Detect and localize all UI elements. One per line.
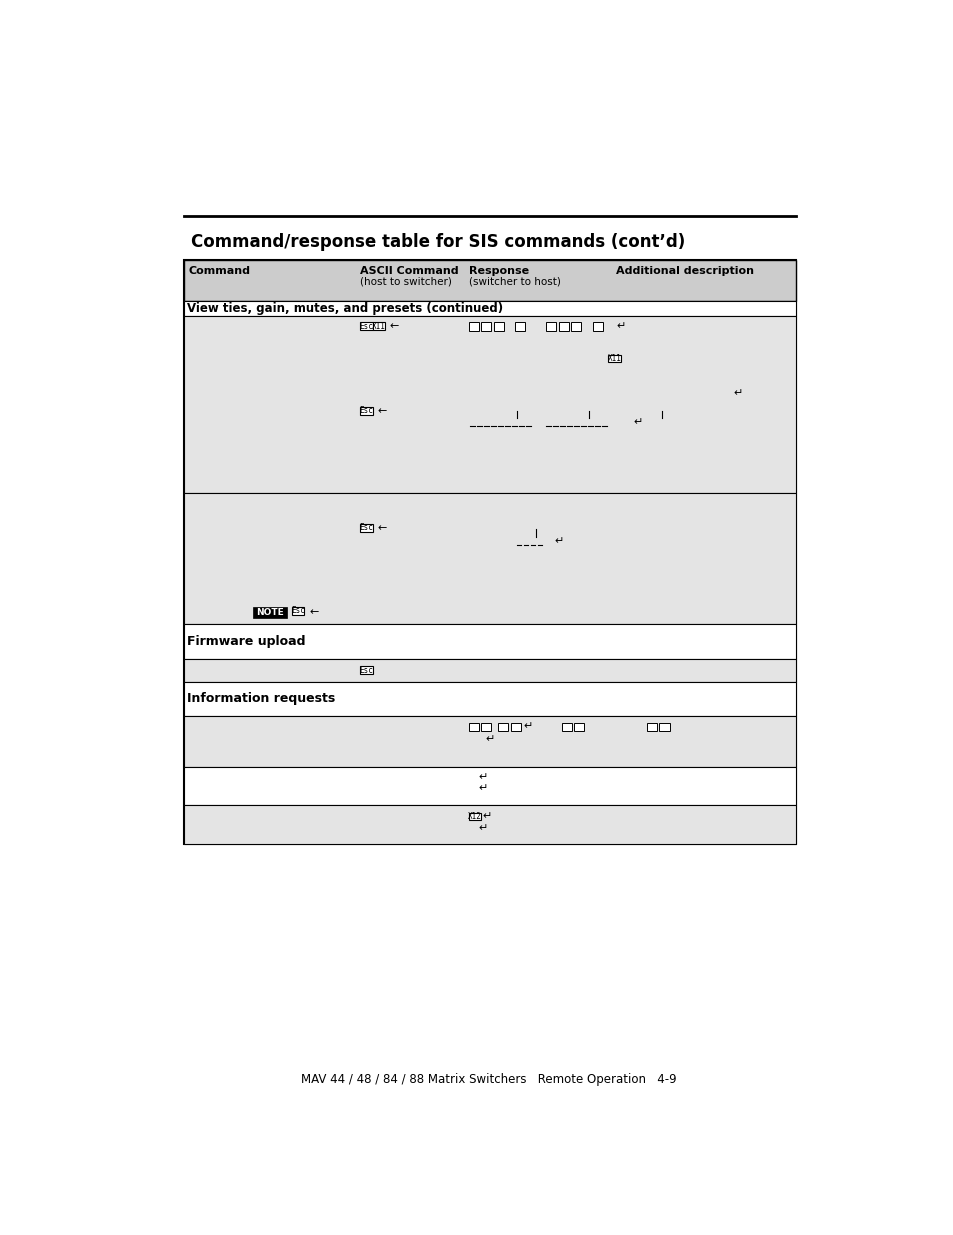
Text: X11: X11 <box>372 321 385 331</box>
Text: ↵: ↵ <box>733 388 742 398</box>
Bar <box>515 322 525 331</box>
Bar <box>183 624 795 658</box>
Bar <box>183 805 795 844</box>
Text: Command/response table for SIS commands (cont’d): Command/response table for SIS commands … <box>192 233 685 251</box>
Bar <box>360 524 373 531</box>
Text: Command: Command <box>188 266 250 275</box>
Bar <box>360 667 373 674</box>
Text: Additional description: Additional description <box>616 266 753 275</box>
Text: X12: X12 <box>468 813 481 821</box>
Text: ↵: ↵ <box>554 536 563 546</box>
Text: ↵: ↵ <box>522 721 532 731</box>
Text: ←: ← <box>377 406 386 416</box>
Text: ←: ← <box>390 321 398 331</box>
Text: X11: X11 <box>607 354 620 363</box>
Bar <box>468 813 480 820</box>
Bar <box>253 608 287 618</box>
Bar <box>183 658 795 682</box>
Bar <box>183 767 795 805</box>
Text: ↵: ↵ <box>477 823 487 834</box>
Text: (host to switcher): (host to switcher) <box>360 277 452 287</box>
Text: Esc: Esc <box>359 321 373 331</box>
Bar <box>480 722 491 731</box>
Bar <box>183 316 795 493</box>
Text: ASCII Command: ASCII Command <box>360 266 458 275</box>
Bar <box>183 259 795 300</box>
Bar <box>592 322 602 331</box>
Text: Response: Response <box>468 266 528 275</box>
Text: Esc: Esc <box>359 406 373 415</box>
Text: ←: ← <box>309 608 318 618</box>
Text: NOTE: NOTE <box>256 608 284 618</box>
Text: ↵: ↵ <box>482 811 492 821</box>
Bar <box>360 322 373 330</box>
Text: ↵: ↵ <box>477 783 487 793</box>
Text: ↵: ↵ <box>477 772 487 782</box>
Bar <box>183 493 795 624</box>
Bar <box>659 722 669 731</box>
Text: ←: ← <box>377 522 386 532</box>
Bar <box>183 300 795 316</box>
Bar <box>608 354 620 362</box>
Text: Esc: Esc <box>359 666 373 674</box>
Bar <box>546 322 556 331</box>
Text: (switcher to host): (switcher to host) <box>468 277 560 287</box>
Text: Firmware upload: Firmware upload <box>187 635 306 647</box>
Bar <box>497 722 508 731</box>
Bar <box>510 722 520 731</box>
Bar <box>646 722 657 731</box>
Bar <box>561 722 571 731</box>
Bar <box>558 322 568 331</box>
Bar <box>468 722 478 731</box>
Text: MAV 44 / 48 / 84 / 88 Matrix Switchers   Remote Operation   4-9: MAV 44 / 48 / 84 / 88 Matrix Switchers R… <box>301 1073 676 1087</box>
Bar <box>183 716 795 767</box>
Bar <box>373 322 385 330</box>
Text: View ties, gain, mutes, and presets (continued): View ties, gain, mutes, and presets (con… <box>187 301 503 315</box>
Text: Information requests: Information requests <box>187 693 335 705</box>
Bar <box>480 322 491 331</box>
Bar <box>183 682 795 716</box>
Bar <box>183 259 795 844</box>
Bar <box>468 322 478 331</box>
Bar <box>571 322 580 331</box>
Text: Esc: Esc <box>359 524 373 532</box>
Bar <box>360 406 373 415</box>
Text: ↵: ↵ <box>633 417 641 427</box>
Text: ↵: ↵ <box>616 321 625 331</box>
Text: ↵: ↵ <box>485 735 495 745</box>
Bar <box>574 722 583 731</box>
Bar <box>292 608 304 615</box>
Bar <box>493 322 503 331</box>
Text: Esc: Esc <box>291 606 305 615</box>
